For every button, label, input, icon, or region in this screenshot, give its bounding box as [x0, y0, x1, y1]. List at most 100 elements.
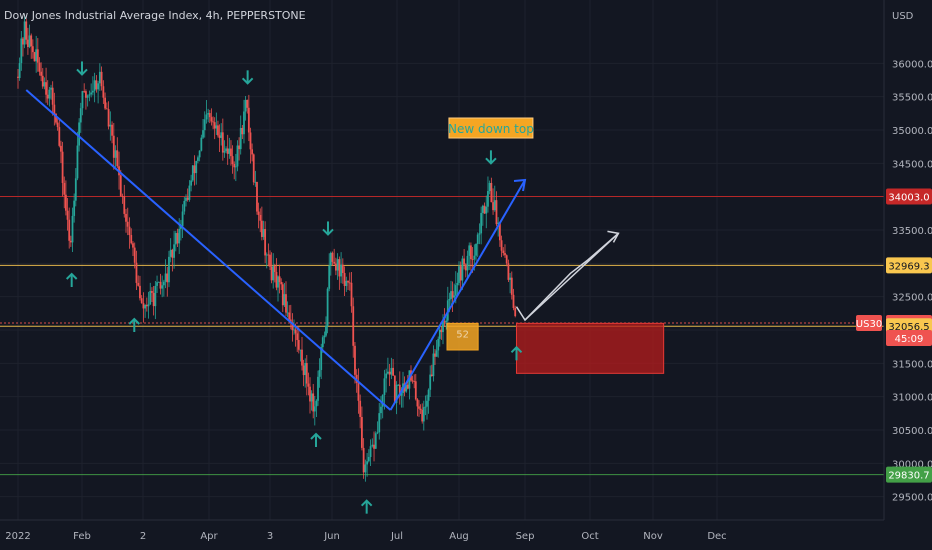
candle-body — [60, 145, 62, 152]
x-tick-label: 3 — [267, 531, 273, 542]
arrow-down-icon — [485, 150, 497, 165]
candle-body — [280, 282, 283, 285]
candle-body — [434, 353, 436, 357]
candle-body — [270, 266, 273, 281]
candle-body — [63, 183, 66, 195]
candle-body — [466, 255, 469, 271]
candle-body — [249, 132, 252, 150]
candle-body — [45, 82, 47, 95]
new-down-top-box — [448, 117, 534, 139]
candle-body — [30, 35, 33, 47]
candle-body — [293, 329, 295, 331]
candle-body — [378, 413, 381, 433]
candle-body — [86, 95, 89, 98]
candle-body — [95, 80, 98, 90]
candle-body — [476, 234, 479, 244]
candle-layer — [17, 14, 517, 482]
candle-body — [336, 259, 339, 271]
candle-body — [387, 371, 389, 374]
candle-body — [367, 456, 370, 462]
candle-body — [159, 281, 162, 289]
candle-body — [156, 282, 158, 286]
x-tick-label: Sep — [516, 531, 535, 542]
candle-body — [328, 265, 331, 289]
arrow-up-icon — [360, 499, 373, 514]
candle-body — [161, 285, 164, 289]
highlight-box-label: 52 — [456, 329, 469, 340]
candle-body — [485, 206, 488, 214]
candle-body — [130, 235, 133, 244]
candle-body — [73, 200, 76, 216]
candle-body — [343, 273, 346, 286]
projection-path — [515, 232, 619, 322]
candle-body — [435, 350, 438, 357]
candle-body — [383, 378, 386, 395]
candle-body — [395, 384, 398, 403]
candle-body — [251, 149, 254, 155]
candle-body — [225, 148, 227, 152]
candle-body — [273, 266, 276, 272]
candle-body — [495, 200, 498, 225]
candle-body — [166, 273, 169, 283]
candle-body — [168, 256, 170, 283]
y-tick-label: 35500.0 — [892, 93, 932, 104]
candle-body — [492, 202, 494, 211]
candle-body — [278, 276, 281, 283]
candle-body — [76, 145, 79, 179]
candle-body — [51, 87, 54, 105]
candle-body — [93, 80, 96, 91]
candle-body — [374, 433, 377, 449]
candle-body — [461, 258, 464, 281]
candle-body — [139, 285, 141, 299]
candle-body — [329, 252, 332, 266]
candle-body — [504, 253, 506, 256]
candle-body — [140, 298, 143, 304]
candle-body — [373, 444, 375, 449]
candle-body — [398, 384, 401, 396]
candle-body — [393, 375, 396, 403]
candle-body — [285, 294, 287, 313]
candle-body — [277, 276, 279, 288]
candle-body — [262, 229, 265, 237]
candle-body — [119, 175, 122, 197]
candle-body — [151, 290, 153, 293]
candle-body — [406, 384, 409, 389]
candle-body — [27, 39, 29, 47]
candle-body — [366, 461, 368, 465]
candle-body — [46, 94, 49, 99]
x-tick-label: Nov — [643, 531, 663, 542]
candle-body — [321, 337, 324, 348]
candle-body — [419, 408, 422, 410]
symbol-label: US30 — [856, 319, 882, 330]
candle-body — [38, 62, 41, 72]
x-tick-label: Apr — [200, 531, 218, 542]
candle-body — [289, 319, 292, 323]
candle-body — [64, 194, 67, 211]
candle-body — [109, 124, 112, 127]
candle-body — [429, 374, 432, 390]
arrow-up-icon — [510, 345, 523, 361]
candle-body — [281, 284, 284, 306]
candle-body — [107, 109, 110, 127]
candle-body — [247, 107, 250, 133]
candle-body — [197, 157, 199, 161]
y-tick-label: 30000.0 — [892, 459, 932, 470]
candle-body — [305, 363, 308, 384]
candle-body — [220, 132, 223, 138]
candle-body — [497, 222, 500, 225]
candle-body — [186, 197, 189, 200]
candle-body — [352, 306, 355, 346]
x-tick-label: Feb — [73, 531, 91, 542]
candle-body — [116, 150, 119, 167]
candle-body — [450, 291, 452, 300]
candle-body — [100, 71, 103, 87]
candle-body — [483, 205, 486, 214]
arrow-head — [360, 499, 373, 507]
candle-body — [313, 406, 316, 412]
candle-body — [208, 113, 211, 118]
candle-body — [238, 145, 240, 150]
candle-body — [390, 367, 393, 375]
candle-body — [426, 400, 428, 407]
candle-body — [291, 322, 294, 331]
